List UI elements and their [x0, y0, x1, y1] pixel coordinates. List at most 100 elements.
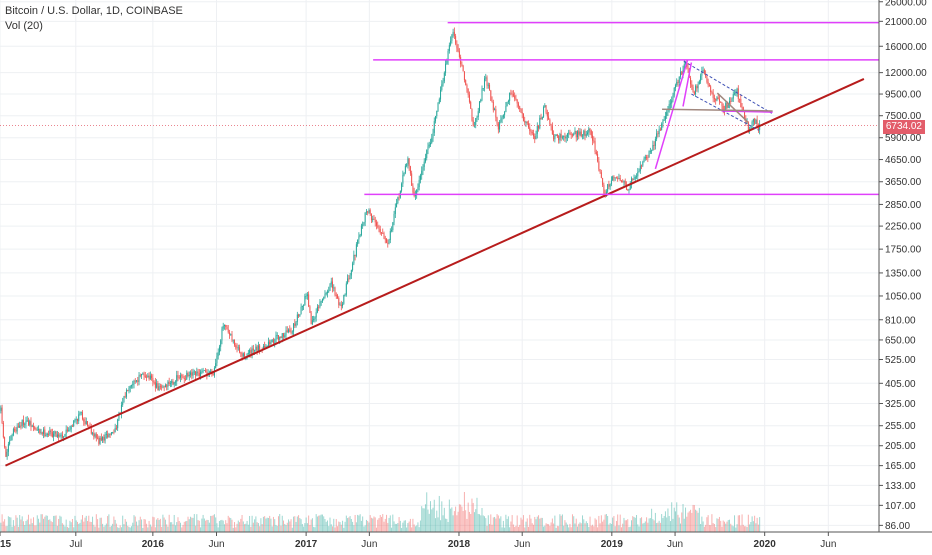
volume-bar: [300, 519, 302, 532]
volume-bar: [12, 520, 14, 532]
volume-bar: [416, 525, 418, 532]
volume-bar: [429, 501, 431, 532]
candle-body: [223, 324, 225, 326]
candle-body: [732, 94, 734, 99]
volume-bar: [339, 522, 341, 532]
volume-bar: [559, 514, 561, 532]
candle-body: [525, 121, 527, 123]
pink-trend-line: [654, 59, 689, 170]
volume-bar: [617, 514, 619, 532]
candle-body: [467, 88, 469, 95]
volume-bar: [435, 518, 437, 532]
volume-bar: [589, 516, 591, 532]
candle-body: [333, 287, 335, 289]
candle-body: [300, 306, 302, 315]
volume-bar: [520, 517, 522, 532]
volume-bar: [66, 526, 68, 532]
volume-bar: [246, 520, 248, 532]
candle-body: [455, 36, 457, 44]
candle-body: [34, 426, 36, 429]
volume-bar: [394, 523, 396, 532]
volume-bar: [264, 516, 266, 532]
volume-bar: [350, 518, 352, 532]
volume-bar: [592, 524, 594, 532]
volume-bar: [746, 527, 748, 532]
candle-body: [294, 323, 296, 326]
candle-body: [349, 275, 351, 280]
candle-body: [394, 207, 396, 214]
candle-body: [88, 426, 90, 428]
candle-body: [446, 60, 448, 64]
candle-body: [653, 145, 655, 146]
y-tick-label: 1750.00: [885, 245, 922, 256]
candle-body: [382, 232, 384, 234]
volume-bar: [653, 520, 655, 532]
candle-body: [475, 118, 477, 126]
volume-bar: [94, 526, 96, 532]
volume-bar: [391, 527, 393, 532]
volume-bar: [343, 527, 345, 532]
volume-bar: [363, 526, 365, 532]
candle-body: [585, 134, 587, 136]
volume-bar: [98, 527, 100, 532]
volume-bar: [257, 523, 259, 532]
volume-bar: [580, 523, 582, 532]
volume-bar: [80, 519, 82, 532]
symbol-title: Bitcoin / U.S. Dollar, 1D, COINBASE: [5, 5, 183, 17]
volume-bar: [200, 527, 202, 532]
candle-body: [612, 176, 614, 181]
candle-body: [489, 84, 491, 91]
volume-bar: [379, 515, 381, 532]
volume-bar: [510, 521, 512, 532]
volume-bar: [29, 524, 31, 532]
candle-body: [590, 130, 592, 136]
volume-bar: [108, 514, 110, 532]
candle-body: [30, 421, 32, 427]
candle-body: [254, 350, 256, 351]
volume-bar: [294, 516, 296, 532]
volume-bar: [426, 492, 428, 532]
candle-body: [701, 71, 703, 76]
volume-bar: [25, 520, 27, 532]
volume-bar: [245, 523, 247, 532]
volume-bar: [683, 518, 685, 532]
volume-bar: [615, 520, 617, 532]
candle-body: [443, 72, 445, 82]
candle-body: [560, 134, 562, 138]
candle-body: [482, 88, 484, 89]
volume-bar: [223, 524, 225, 532]
candle-body: [48, 433, 50, 435]
candle-body: [715, 98, 717, 101]
candle-body: [21, 419, 23, 426]
candle-body: [484, 78, 486, 89]
volume-bar: [448, 499, 450, 532]
volume-bar: [191, 517, 193, 532]
volume-bar: [687, 512, 689, 532]
volume-bar: [256, 522, 258, 532]
volume-bar: [79, 522, 81, 532]
candle-body: [540, 117, 542, 120]
volume-bar: [24, 525, 26, 532]
candle-body: [290, 331, 292, 333]
candle-body: [46, 433, 48, 435]
volume-bar: [56, 525, 58, 532]
candle-body: [674, 85, 676, 88]
candle-body: [466, 84, 468, 89]
volume-bar: [242, 521, 244, 532]
candle-body: [352, 263, 354, 271]
volume-bar: [688, 511, 690, 532]
volume-bar: [646, 517, 648, 532]
volume-bar: [706, 517, 708, 532]
volume-bar: [120, 527, 122, 532]
volume-bar: [75, 520, 77, 532]
candle-body: [275, 335, 277, 343]
candle-body: [206, 372, 208, 375]
volume-bar: [232, 527, 234, 532]
volume-bar: [173, 514, 175, 532]
volume-bar: [333, 518, 335, 532]
candle-body: [520, 109, 522, 113]
resistance-line: [716, 92, 749, 123]
candle-body: [177, 375, 179, 378]
volume-bar: [402, 522, 404, 532]
